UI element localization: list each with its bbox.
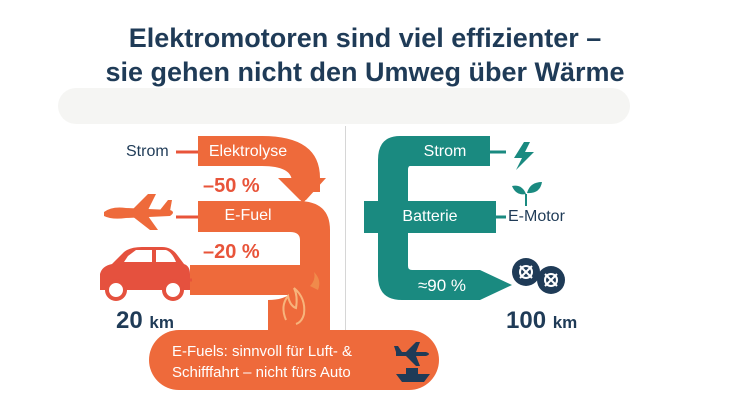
efuel-pipe-mid bbox=[198, 201, 330, 250]
conclusion-banner bbox=[149, 330, 439, 390]
wheels-icon bbox=[512, 258, 565, 294]
page-title-line1: Elektromotoren sind viel effizienter – bbox=[128, 23, 602, 53]
batterie-box bbox=[364, 201, 496, 233]
batterie-label: Batterie bbox=[402, 208, 458, 225]
conclusion-line2: Schifffahrt – nicht fürs Auto bbox=[172, 364, 351, 381]
efuel-range: 20 km bbox=[116, 307, 174, 334]
electric-input-label: Strom bbox=[423, 143, 467, 160]
efuel-input-label: Strom bbox=[126, 143, 169, 160]
airplane-icon bbox=[104, 194, 173, 230]
elektrolyse-label: Elektrolyse bbox=[208, 143, 288, 160]
flame-icon bbox=[282, 272, 320, 325]
efuel-pipe-car bbox=[190, 265, 302, 295]
e-motor-label: E-Motor bbox=[508, 208, 565, 225]
efficiency-label: ≈90 % bbox=[417, 276, 467, 295]
page-title-line2: sie gehen nicht den Umweg über Wärme bbox=[105, 57, 625, 87]
sprout-icon bbox=[512, 182, 542, 206]
conclusion-line1: E-Fuels: sinnvoll für Luft- & bbox=[172, 343, 353, 360]
conclusion-text: E-Fuels: sinnvoll für Luft- & Schifffahr… bbox=[172, 341, 402, 383]
electric-range: 100 km bbox=[506, 307, 578, 334]
ship-icon bbox=[396, 368, 430, 382]
airplane-icon bbox=[394, 342, 429, 366]
efuel-pipe bbox=[198, 136, 320, 192]
section-divider bbox=[345, 126, 346, 331]
car-icon bbox=[100, 247, 190, 301]
banner-icons bbox=[394, 342, 430, 382]
efuel-label: E-Fuel bbox=[224, 207, 272, 224]
loss-efuel: –20 % bbox=[203, 241, 260, 263]
title-underlay bbox=[58, 88, 630, 124]
lightning-icon bbox=[514, 142, 534, 170]
loss-elektrolyse: –50 % bbox=[203, 175, 260, 197]
